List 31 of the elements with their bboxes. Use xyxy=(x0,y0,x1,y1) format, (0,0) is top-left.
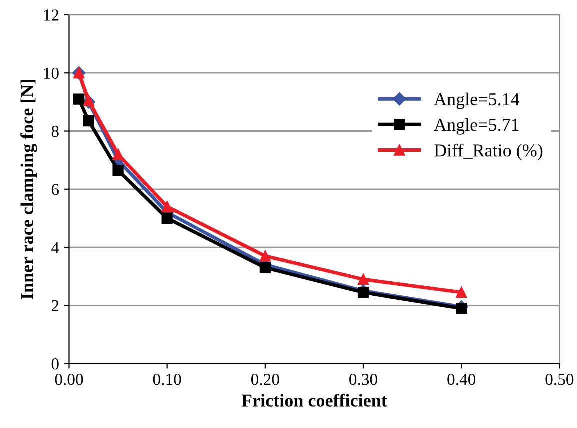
legend-label: Angle=5.71 xyxy=(434,118,519,135)
point xyxy=(456,287,468,298)
y-tick-label: 12 xyxy=(44,10,59,21)
legend-label: Diff_Ratio (%) xyxy=(434,144,543,160)
x-tick-label: 0.20 xyxy=(251,374,280,386)
point xyxy=(456,303,468,314)
y-tick-label: 2 xyxy=(52,300,59,312)
legend-label: Angle=5.14 xyxy=(434,92,520,110)
x-axis-title: Friction coefficient xyxy=(242,394,388,407)
point xyxy=(162,212,173,224)
y-tick-label: 8 xyxy=(52,126,59,138)
point xyxy=(162,201,173,212)
point xyxy=(83,95,94,106)
point xyxy=(260,262,271,274)
y-tick-label: 6 xyxy=(52,184,60,196)
point xyxy=(260,250,271,262)
y-tick-label: 10 xyxy=(44,68,59,80)
point xyxy=(112,148,124,160)
point xyxy=(358,274,370,286)
x-tick-label: 0.00 xyxy=(55,374,84,386)
x-tick-label: 0.40 xyxy=(448,374,476,386)
point xyxy=(112,164,124,176)
x-tick-label: 0.30 xyxy=(350,374,378,386)
y-tick-label: 0 xyxy=(52,358,59,370)
x-tick-label: 0.50 xyxy=(546,374,574,386)
x-tick-label: 0.10 xyxy=(153,374,182,386)
point xyxy=(358,287,370,298)
point xyxy=(83,116,94,127)
y-tick-label: 4 xyxy=(52,242,60,254)
point xyxy=(73,94,85,105)
y-axis-title: Inner race clamping foce [N] xyxy=(20,80,38,300)
